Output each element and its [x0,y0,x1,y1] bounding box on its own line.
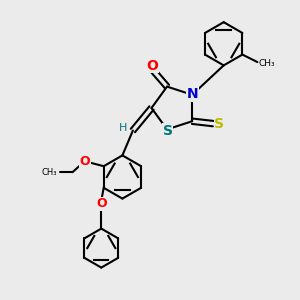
Text: O: O [96,197,106,210]
Text: O: O [147,58,159,73]
Text: H: H [119,123,128,133]
Text: S: S [163,124,172,138]
Text: CH₃: CH₃ [259,59,275,68]
Text: O: O [80,155,90,169]
Text: CH₃: CH₃ [42,168,58,177]
Text: S: S [214,117,224,130]
Text: N: N [187,87,199,101]
